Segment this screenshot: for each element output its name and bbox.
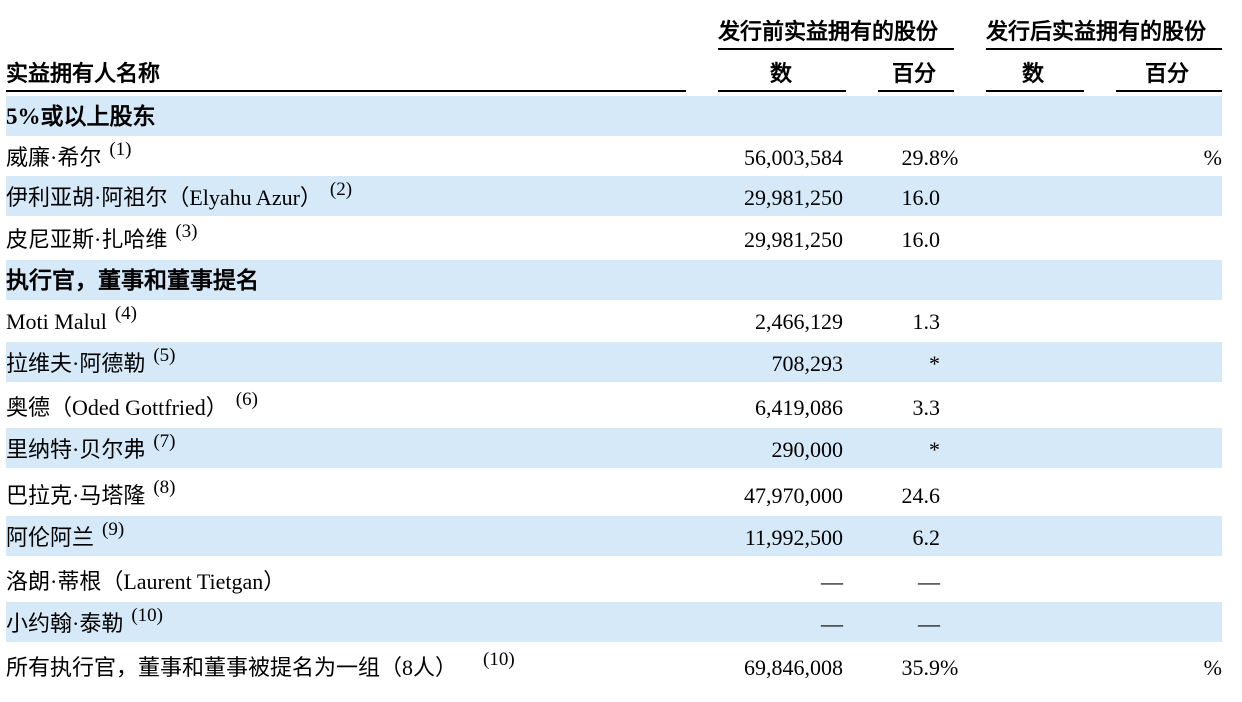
name-column-rule — [6, 90, 686, 92]
footnote-ref: (2) — [329, 179, 353, 200]
holder-name: 小约翰·泰勒 (10) — [6, 605, 163, 636]
percent-column-header: 百分 — [892, 61, 937, 86]
pre-offering-header: 发行前实益拥有的股份 — [718, 19, 939, 44]
percent-sign: % — [940, 655, 959, 680]
pre-offering-percent: 1.3 — [912, 309, 941, 334]
pre-offering-shares: 47,970,000 — [744, 483, 843, 508]
pre-offering-shares: 69,846,008 — [744, 655, 843, 680]
shares-column-header: 数 — [770, 61, 793, 86]
holder-name: 皮尼亚斯·扎哈维 (3) — [6, 221, 198, 252]
pre-offering-shares: 29,981,250 — [744, 227, 843, 252]
holder-name: 里纳特·贝尔弗 (7) — [6, 431, 176, 462]
table-row: 洛朗·蒂根（Laurent Tietgan） — — — [6, 560, 1222, 600]
footnote-ref: (4) — [114, 303, 137, 324]
footnote-ref: (1) — [109, 139, 132, 160]
table-row: 小约翰·泰勒 (10) — — — [6, 602, 1222, 642]
holder-name: 洛朗·蒂根（Laurent Tietgan） — [6, 569, 286, 594]
pre-offering-shares: 29,981,250 — [744, 185, 843, 210]
footnote-ref: (7) — [153, 431, 176, 452]
table-row: 巴拉克·马塔隆 (8) 47,970,000 24.6 — [6, 474, 1222, 514]
name-column-header: 实益拥有人名称 — [6, 61, 161, 86]
pre-offering-header-rule — [718, 48, 954, 50]
footnote-ref: (8) — [153, 477, 176, 498]
post-shares-column-rule — [986, 90, 1084, 92]
footnote-ref: (9) — [102, 519, 125, 540]
table-row: 拉维夫·阿德勒 (5) 708,293 * — [6, 342, 1222, 382]
footnote-ref: (5) — [153, 345, 176, 366]
footnote-ref: (6) — [235, 389, 258, 410]
table-row: 奥德（Oded Gottfried） (6) 6,419,086 3.3 — [6, 386, 1222, 426]
post-offering-percent-sign: % — [1203, 145, 1222, 170]
section-row-officers-directors: 执行官，董事和董事提名 — [6, 260, 1222, 300]
pre-offering-shares: — — [821, 611, 843, 636]
pre-offering-percent: 35.9 — [901, 655, 941, 680]
holder-name: 阿伦阿兰 (9) — [6, 519, 125, 550]
table-row: 威廉·希尔 (1) 56,003,584 29.8 % % — [6, 136, 1222, 176]
pre-offering-percent: 16.0 — [901, 185, 941, 210]
pre-offering-shares: 56,003,584 — [744, 145, 843, 170]
table-row: Moti Malul (4) 2,466,129 1.3 — [6, 300, 1222, 340]
post-percent-column-header: 百分 — [1145, 61, 1190, 86]
pre-offering-shares: 6,419,086 — [755, 395, 843, 420]
pre-offering-percent: 16.0 — [901, 227, 941, 252]
section-title: 5%或以上股东 — [6, 104, 156, 129]
table-row: 伊利亚胡·阿祖尔（Elyahu Azur） (2) 29,981,250 16.0 — [6, 176, 1222, 216]
pre-offering-percent: 29.8 — [901, 145, 941, 170]
post-offering-percent-sign: % — [1203, 655, 1222, 680]
section-row-major-shareholders: 5%或以上股东 — [6, 96, 1222, 136]
pre-offering-percent: 3.3 — [912, 395, 941, 420]
pre-offering-shares: 2,466,129 — [755, 309, 843, 334]
holder-name: 伊利亚胡·阿祖尔（Elyahu Azur） (2) — [6, 179, 353, 210]
pre-offering-percent: 6.2 — [912, 525, 941, 550]
pre-offering-percent: 24.6 — [901, 483, 941, 508]
pre-offering-percent: * — [929, 351, 940, 376]
table-row: 里纳特·贝尔弗 (7) 290,000 * — [6, 428, 1222, 468]
post-percent-column-rule — [1116, 90, 1222, 92]
pre-offering-percent: — — [918, 611, 940, 636]
footnote-ref: (3) — [175, 221, 198, 242]
holder-name: 奥德（Oded Gottfried） (6) — [6, 389, 258, 420]
table-row: 皮尼亚斯·扎哈维 (3) 29,981,250 16.0 — [6, 218, 1222, 258]
post-offering-header: 发行后实益拥有的股份 — [986, 19, 1207, 44]
table-row-total: 所有执行官，董事和董事被提名为一组（8人） (10) 69,846,008 35.… — [6, 646, 1222, 686]
holder-name: Moti Malul (4) — [6, 303, 137, 334]
holder-name: 所有执行官，董事和董事被提名为一组（8人） (10) — [6, 649, 515, 680]
holder-name: 巴拉克·马塔隆 (8) — [6, 477, 176, 508]
percent-sign: % — [940, 145, 959, 170]
post-offering-header-rule — [986, 48, 1222, 50]
section-title: 执行官，董事和董事提名 — [6, 268, 259, 293]
pre-offering-shares: 290,000 — [771, 437, 844, 462]
pre-offering-shares: 11,992,500 — [744, 525, 843, 550]
pre-offering-shares: 708,293 — [771, 351, 844, 376]
pre-offering-percent: — — [918, 569, 940, 594]
footnote-ref: (10) — [131, 605, 163, 626]
post-shares-column-header: 数 — [1022, 61, 1045, 86]
footnote-ref: (10) — [483, 649, 515, 670]
percent-column-rule — [878, 90, 954, 92]
table-row: 阿伦阿兰 (9) 11,992,500 6.2 — [6, 516, 1222, 556]
shares-column-rule — [718, 90, 846, 92]
holder-name: 威廉·希尔 (1) — [6, 139, 132, 170]
pre-offering-percent: * — [929, 437, 940, 462]
pre-offering-shares: — — [821, 569, 843, 594]
holder-name: 拉维夫·阿德勒 (5) — [6, 345, 176, 376]
